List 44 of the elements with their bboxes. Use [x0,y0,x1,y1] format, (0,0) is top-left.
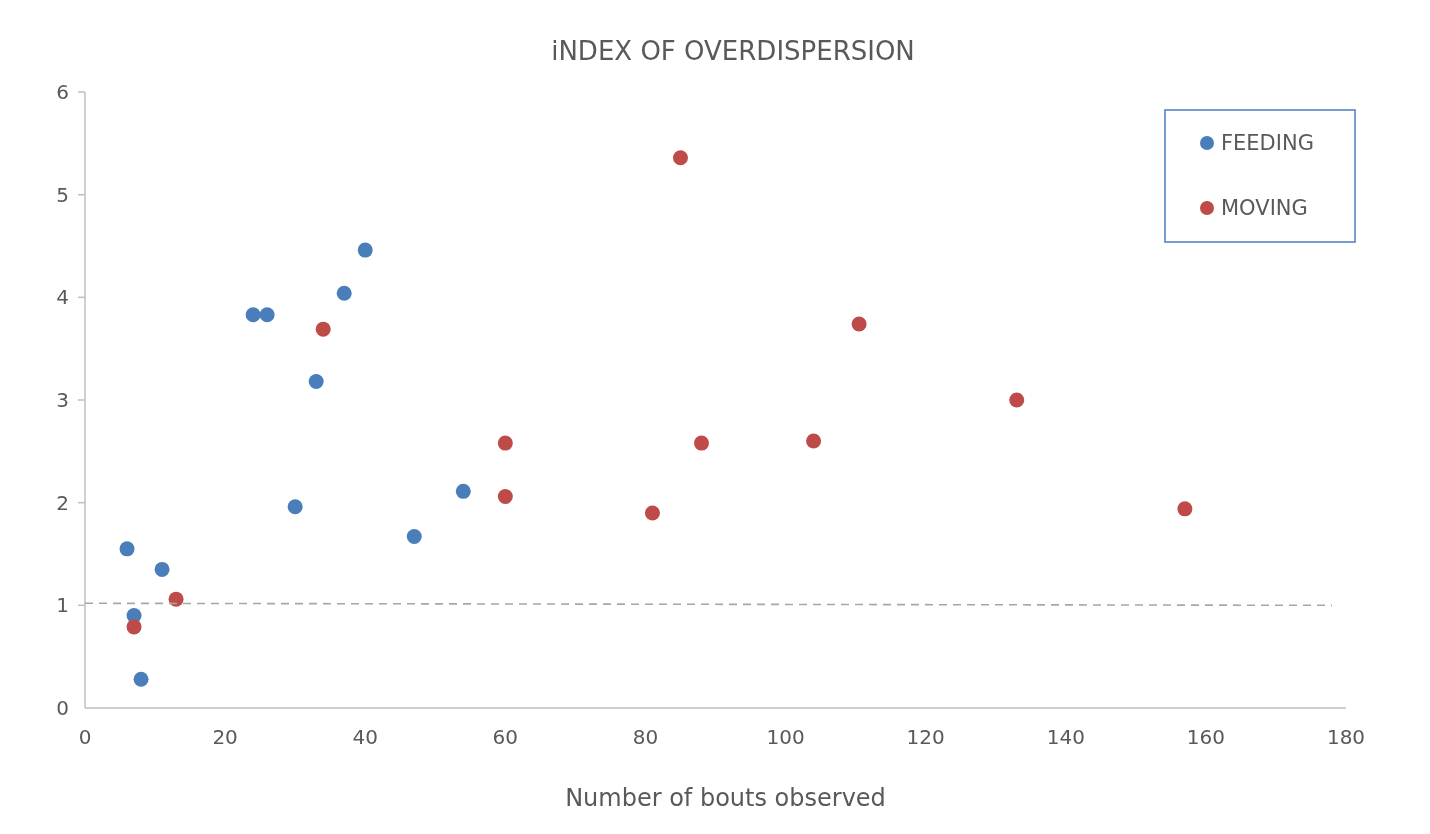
point [497,489,513,505]
x-axis-title: Number of bouts observed [565,784,886,812]
x-tick-label: 0 [78,725,92,749]
point [455,483,471,499]
point [119,541,135,557]
x-tick-label: 120 [906,725,945,749]
x-tick-label: 40 [352,725,378,749]
point [644,505,660,521]
x-tick-label: 160 [1186,725,1225,749]
x-tick-label: 140 [1046,725,1085,749]
point [154,561,170,577]
point [497,435,513,451]
point [133,671,149,687]
x-tick-label: 80 [632,725,659,749]
point [672,150,688,166]
point [336,285,352,301]
point [126,619,142,635]
x-tick-label: 60 [492,725,519,749]
y-tick-label: 2 [56,490,69,515]
point [1177,501,1193,517]
y-tick-label: 4 [56,285,69,310]
chart-title: iNDEX OF OVERDISPERSION [551,36,915,66]
point [287,499,303,515]
point [806,433,822,449]
y-tick-label: 1 [56,593,69,618]
y-tick-label: 5 [56,182,69,207]
point [245,307,261,323]
point [168,591,184,607]
point [315,321,331,337]
y-tick-label: 6 [56,80,69,104]
x-tick-label: 180 [1326,725,1366,749]
x-tick-label: 20 [212,725,238,749]
point [357,242,373,258]
point [259,307,275,323]
x-tick-label: 100 [766,725,805,749]
point [693,435,709,451]
legend-label: MOVING [1221,196,1308,221]
y-tick-label: 3 [56,388,69,412]
legend-label: FEEDING [1221,131,1314,156]
point [406,529,422,545]
point [851,316,867,332]
point [308,374,324,390]
y-tick-label: 0 [56,696,69,720]
point [1009,392,1025,408]
